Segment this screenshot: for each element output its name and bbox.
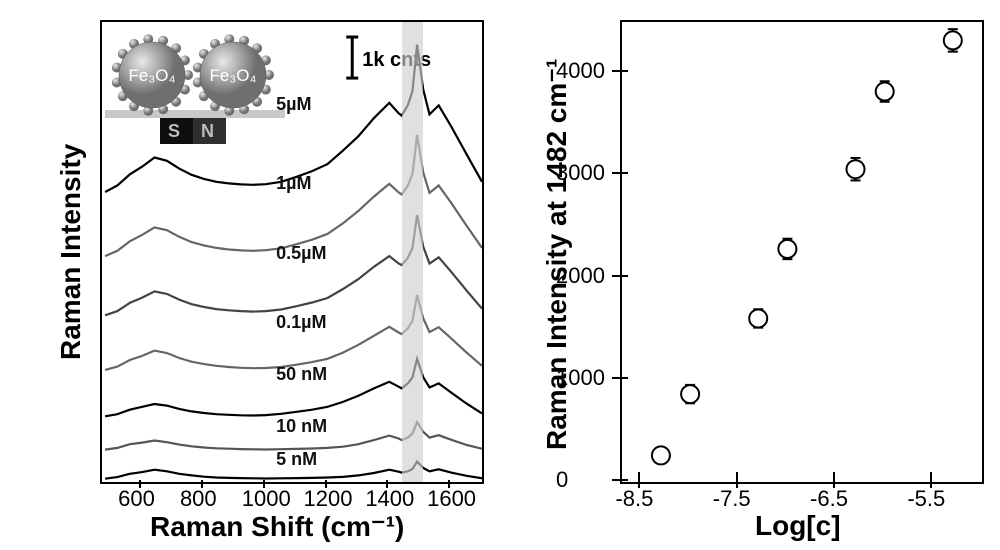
panel-b-xlabel: Log[c]	[755, 510, 841, 542]
spectrum-line	[105, 135, 482, 256]
ytick-in	[620, 479, 628, 481]
concentration-label: 1µM	[276, 173, 311, 194]
marker-circle	[652, 446, 670, 464]
highlight-band	[402, 22, 424, 482]
xtick-label: -5.5	[907, 486, 945, 512]
ytick	[612, 479, 620, 481]
concentration-label: 10 nM	[276, 416, 327, 437]
panel-a: A 1k cnts Raman Intensity Raman Shift (c…	[0, 0, 500, 550]
xtick-label: -7.5	[713, 486, 751, 512]
xtick-label: 1400	[365, 486, 414, 512]
marker-circle	[944, 31, 962, 49]
data-point	[652, 446, 670, 464]
marker-circle	[681, 385, 699, 403]
ytick-in	[620, 70, 628, 72]
data-point	[847, 158, 865, 180]
marker-circle	[847, 160, 865, 178]
concentration-label: 50 nM	[276, 364, 327, 385]
xtick-in	[638, 472, 640, 480]
ytick-label: 4000	[556, 58, 605, 84]
panel-b-plot-area	[620, 20, 984, 484]
xtick-label: 1200	[304, 486, 353, 512]
panel-b: B Raman Intensity at 1482 cm⁻¹ Log[c] -8…	[500, 0, 1000, 550]
xtick-in	[930, 472, 932, 480]
magnet-n-label: N	[201, 121, 214, 141]
concentration-label: 0.5µM	[276, 243, 326, 264]
panel-a-inset: S N Fe₃O₄ Fe₃O₄	[105, 28, 335, 148]
xtick-label: -6.5	[810, 486, 848, 512]
ytick	[612, 377, 620, 379]
ytick-label: 3000	[556, 160, 605, 186]
ytick-label: 0	[556, 467, 568, 493]
marker-circle	[778, 240, 796, 258]
ytick-in	[620, 377, 628, 379]
panel-b-ylabel: Raman Intensity at 1482 cm⁻¹	[540, 59, 573, 450]
ytick-label: 2000	[556, 263, 605, 289]
data-point	[944, 29, 962, 51]
data-point	[876, 81, 894, 101]
xtick-in	[736, 472, 738, 480]
xtick-label: 600	[118, 486, 155, 512]
xtick-label: 1600	[427, 486, 476, 512]
xtick-label: -8.5	[615, 486, 653, 512]
panel-a-ylabel: Raman Intensity	[55, 144, 87, 360]
ytick-in	[620, 172, 628, 174]
magnet-s-label: S	[168, 121, 180, 141]
data-point	[778, 239, 796, 259]
concentration-label: 0.1µM	[276, 312, 326, 333]
data-point	[749, 309, 767, 327]
inset-substrate	[105, 110, 285, 118]
panel-b-svg	[622, 22, 982, 482]
ytick-label: 1000	[556, 365, 605, 391]
ytick	[612, 172, 620, 174]
ytick	[612, 275, 620, 277]
ytick-in	[620, 275, 628, 277]
marker-circle	[876, 83, 894, 101]
panel-a-xlabel: Raman Shift (cm⁻¹)	[150, 510, 404, 543]
xtick-label: 800	[180, 486, 217, 512]
xtick-in	[833, 472, 835, 480]
sphere-label: Fe₃O₄	[210, 66, 257, 85]
figure: A 1k cnts Raman Intensity Raman Shift (c…	[0, 0, 1000, 550]
ytick	[612, 70, 620, 72]
sphere-label: Fe₃O₄	[129, 66, 176, 85]
xtick-label: 1000	[242, 486, 291, 512]
marker-circle	[749, 309, 767, 327]
concentration-label: 5 nM	[276, 449, 317, 470]
data-point	[681, 385, 699, 403]
